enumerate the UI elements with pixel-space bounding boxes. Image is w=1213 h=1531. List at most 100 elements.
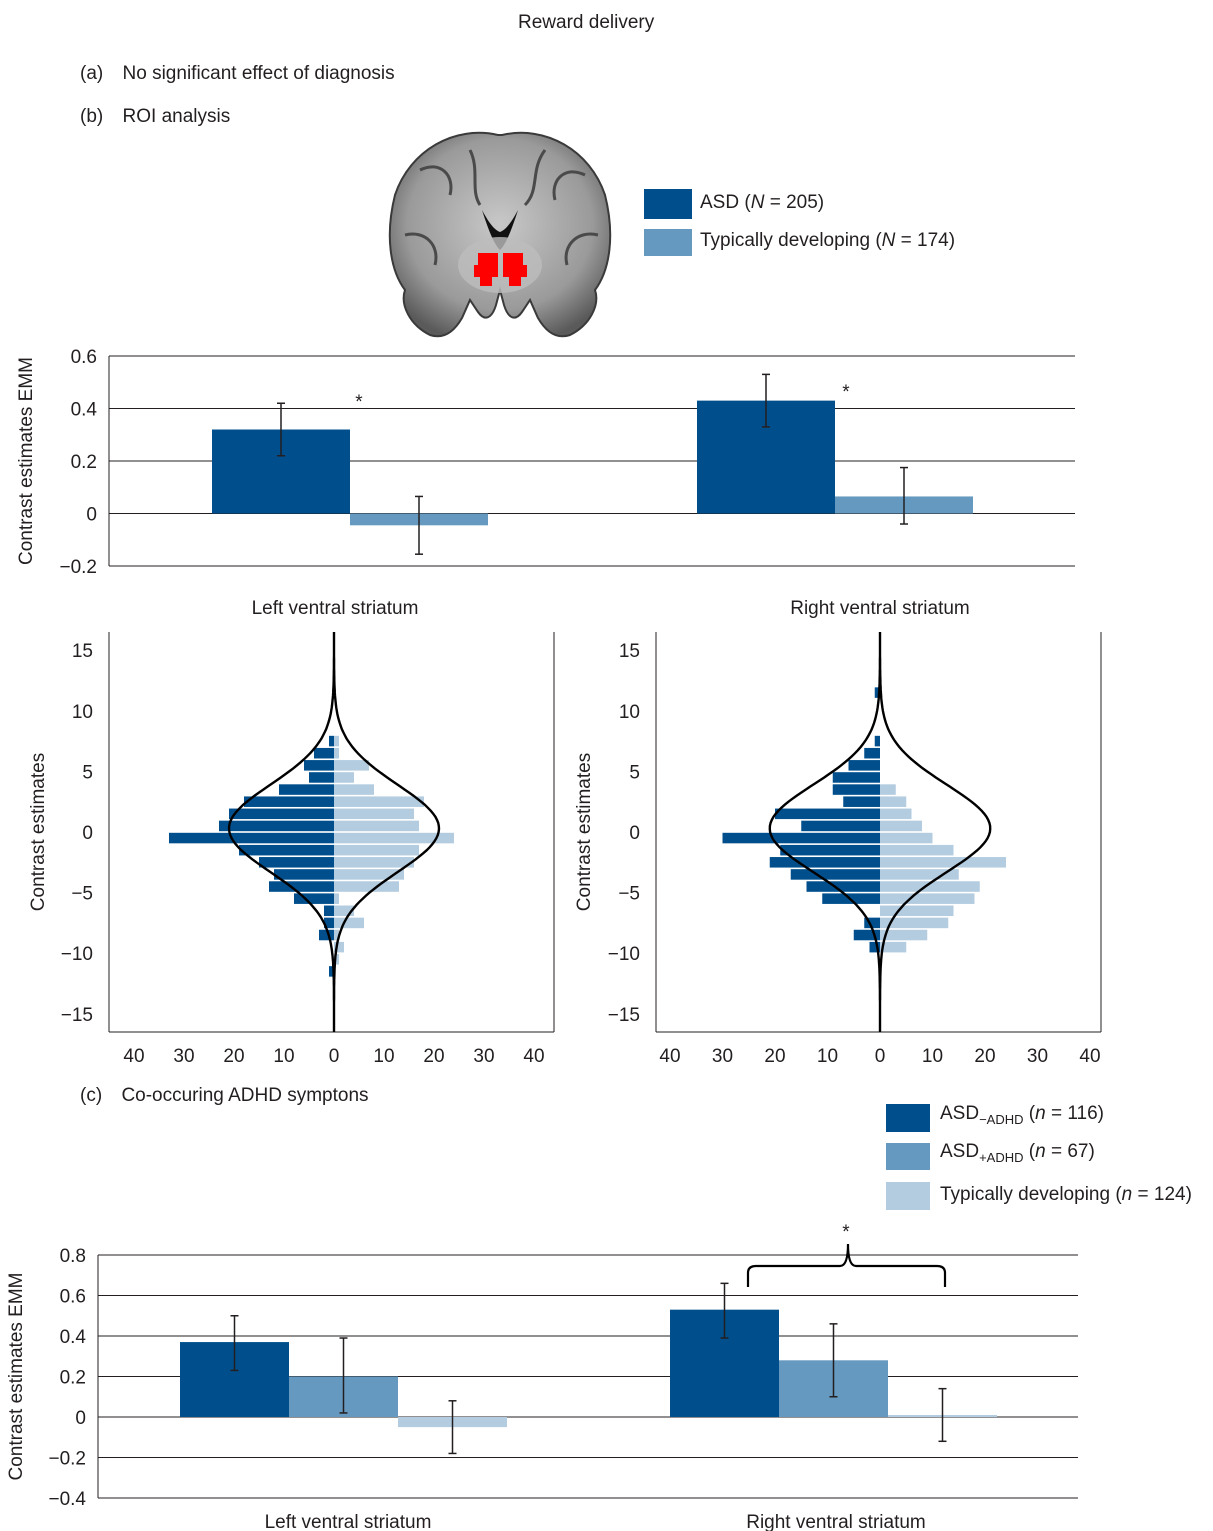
asd-bar — [229, 808, 334, 820]
asd-bar — [309, 772, 334, 783]
x-tick-label: 30 — [712, 1046, 733, 1067]
panel-a-letter: (a) — [80, 63, 104, 84]
legend-b-label-asd: ASD (N = 205) — [700, 192, 825, 213]
td-bar — [880, 820, 922, 832]
asd-bar — [722, 832, 880, 844]
td-bar — [334, 796, 424, 807]
asd-bar — [274, 869, 334, 880]
significance-star: * — [355, 392, 363, 413]
legend-c-label-asd-adhd: ASD+ADHD (n = 67) — [940, 1141, 1095, 1165]
y-axis-label: Contrast estimates — [574, 753, 595, 911]
asd-bar — [219, 820, 334, 832]
x-tick-label: 0 — [875, 1046, 886, 1067]
x-tick-label: 20 — [423, 1046, 444, 1067]
td-bar — [334, 857, 414, 868]
y-tick-label: 0.4 — [71, 400, 98, 421]
asd-bar — [329, 966, 334, 977]
td-bar — [880, 796, 907, 807]
y-tick-label: −15 — [61, 1005, 93, 1026]
x-tick-label: 10 — [273, 1046, 294, 1067]
asd-bar — [329, 735, 334, 747]
panel-c-text: Co-occuring ADHD symptons — [121, 1085, 369, 1106]
y-tick-label: −10 — [61, 944, 93, 965]
td-bar — [334, 832, 454, 844]
y-tick-label: −5 — [618, 884, 640, 905]
y-tick-label: 0 — [75, 1408, 86, 1429]
asd-bar — [832, 784, 880, 795]
y-tick-label: −0.4 — [48, 1489, 86, 1510]
td-bar — [880, 832, 933, 844]
td-bar — [334, 869, 404, 880]
legend-c-swatch-asd-adhd — [886, 1143, 930, 1170]
y-tick-label: 0 — [86, 505, 97, 526]
y-tick-label: −5 — [71, 884, 93, 905]
x-tick-label: 30 — [1027, 1046, 1048, 1067]
x-tick-label: 10 — [373, 1046, 394, 1067]
td-bar — [334, 905, 354, 917]
figure-title: Reward delivery — [518, 12, 655, 33]
panel-a-text: No significant effect of diagnosis — [122, 63, 395, 84]
asd-bar — [864, 917, 880, 929]
y-tick-label: 0 — [82, 823, 93, 844]
asd-bar — [169, 832, 334, 844]
asd-bar — [239, 844, 334, 856]
td-bar — [334, 772, 354, 783]
x-tick-label: 20 — [764, 1046, 785, 1067]
asd-bar — [775, 808, 880, 820]
y-tick-label: 0.2 — [60, 1368, 86, 1389]
td-bar — [334, 941, 344, 953]
td-bar — [880, 941, 907, 953]
asd-bar — [769, 857, 880, 868]
legend-c-label-td: Typically developing (n = 124) — [940, 1184, 1192, 1205]
x-tick-label: 40 — [523, 1046, 544, 1067]
y-axis-label: Contrast estimates EMM — [16, 357, 37, 565]
asd-bar — [848, 760, 880, 771]
asd-bar — [319, 929, 334, 941]
x-tick-label: 40 — [659, 1046, 680, 1067]
td-bar — [880, 893, 975, 904]
x-tick-label: 30 — [173, 1046, 194, 1067]
y-tick-label: 15 — [619, 641, 640, 662]
asd-bar — [869, 941, 880, 953]
asd-bar — [843, 796, 880, 807]
y-tick-label: 15 — [72, 641, 93, 662]
td-bar — [880, 905, 954, 917]
x-category-label: Left ventral striatum — [252, 598, 419, 619]
td-bar — [334, 784, 374, 795]
legend-c-swatch-asd-no-adhd — [886, 1104, 930, 1132]
significance-brace — [746, 1243, 947, 1287]
x-category-label: Left ventral striatum — [265, 1512, 432, 1531]
density-curve — [768, 632, 992, 1032]
asd-bar — [304, 760, 334, 771]
y-tick-label: 10 — [619, 702, 640, 723]
asd-bar — [832, 772, 880, 783]
td-bar — [334, 954, 339, 965]
td-bar — [334, 929, 339, 941]
asd-bar — [279, 784, 334, 795]
legend-b-swatch-td — [644, 229, 692, 256]
y-axis-label: Contrast estimates EMM — [6, 1273, 27, 1481]
asd-bar — [780, 844, 880, 856]
td-bar — [334, 844, 419, 856]
td-bar — [880, 929, 928, 941]
x-tick-label: 20 — [974, 1046, 995, 1067]
td-bar — [334, 820, 419, 832]
td-bar — [880, 869, 959, 880]
x-tick-label: 20 — [223, 1046, 244, 1067]
td-bar — [334, 735, 339, 747]
significance-star: * — [842, 1222, 850, 1243]
asd-bar — [314, 747, 334, 759]
x-category-label: Right ventral striatum — [790, 598, 970, 619]
td-bar — [880, 857, 1006, 868]
asd-bar — [853, 929, 880, 941]
asd-bar — [259, 857, 334, 868]
panel-b-text: ROI analysis — [122, 106, 231, 127]
legend-c-label-asd-no-adhd: ASD−ADHD (n = 116) — [940, 1103, 1104, 1127]
td-bar — [334, 893, 339, 904]
asd-bar — [244, 796, 334, 807]
asd-bar — [790, 869, 880, 880]
y-tick-label: 5 — [629, 762, 640, 783]
